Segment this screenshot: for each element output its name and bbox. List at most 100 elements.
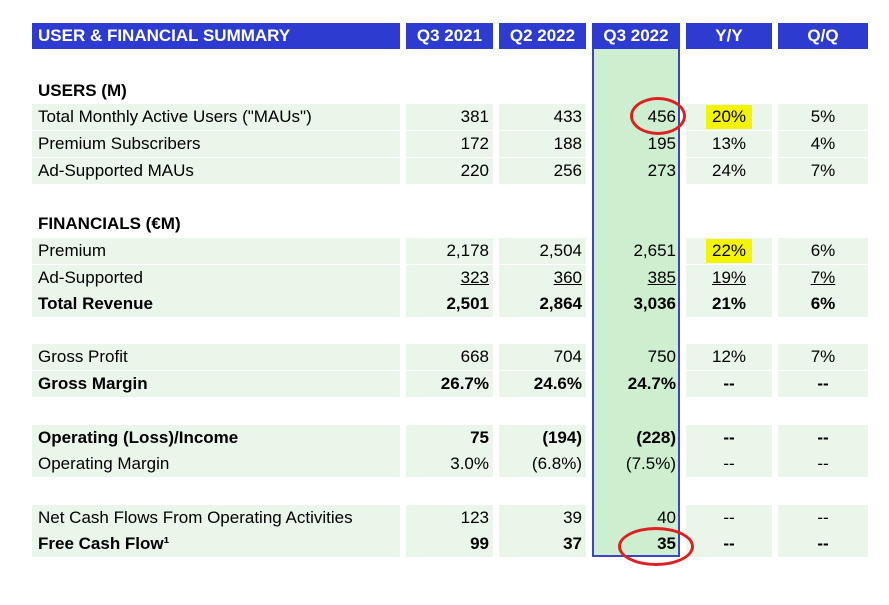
- cell-value: 12%: [686, 344, 772, 370]
- cell-wrap: 385: [592, 265, 680, 291]
- col-header-yy: Y/Y: [686, 23, 772, 49]
- cell-value: --: [778, 425, 868, 451]
- cell-value: 273: [647, 161, 676, 180]
- cell-wrap: 19%: [686, 265, 772, 291]
- cell-value: 21%: [686, 291, 772, 317]
- row-label: Ad-Supported: [32, 265, 400, 291]
- red-circle-annotation: [630, 97, 686, 135]
- cell-value: --: [778, 531, 868, 557]
- cell-value: (6.8%): [499, 451, 586, 477]
- cell-value: --: [778, 451, 868, 477]
- cell-value: 323: [460, 268, 489, 287]
- cell-value: 24%: [686, 158, 772, 184]
- cell-value: 385: [647, 268, 676, 287]
- cell-value: 668: [406, 344, 493, 370]
- cell-value: 2,501: [406, 291, 493, 317]
- cell-wrap: 7%: [778, 265, 868, 291]
- row-label: Free Cash Flow¹: [32, 531, 400, 557]
- cell-value: --: [686, 505, 772, 531]
- cell-value: 3.0%: [406, 451, 493, 477]
- table-title: USER & FINANCIAL SUMMARY: [32, 23, 400, 49]
- cell-value: --: [686, 425, 772, 451]
- red-circle-annotation: [618, 527, 694, 566]
- col-header-qq: Q/Q: [778, 23, 868, 49]
- row-label: Premium: [32, 238, 400, 264]
- cell-value: 24.6%: [499, 371, 586, 397]
- table-row: Free Cash Flow¹ 99 37 35 -- --: [32, 531, 868, 557]
- cell-value: 13%: [686, 131, 772, 157]
- cell-value: 7%: [810, 268, 836, 287]
- cell-value: 381: [406, 104, 493, 130]
- cell-value: 2,864: [499, 291, 586, 317]
- cell-value: 172: [406, 131, 493, 157]
- cell-value: 220: [406, 158, 493, 184]
- cell-value: --: [686, 451, 772, 477]
- cell-value: (7.5%): [625, 454, 676, 473]
- row-label: Premium Subscribers: [32, 131, 400, 157]
- cell-wrap: 323: [406, 265, 493, 291]
- row-label: Operating (Loss)/Income: [32, 425, 400, 451]
- cell-value: (228): [636, 428, 676, 447]
- row-label: Net Cash Flows From Operating Activities: [32, 505, 400, 531]
- cell-value-yy: 20%: [686, 104, 772, 130]
- cell-value: 750: [647, 347, 676, 366]
- row-label: Gross Margin: [32, 371, 400, 397]
- cell-value: 188: [499, 131, 586, 157]
- row-label: Total Revenue: [32, 291, 400, 317]
- cell-value: 2,178: [406, 238, 493, 264]
- cell-wrap: 360: [499, 265, 586, 291]
- row-label: Total Monthly Active Users ("MAUs"): [32, 104, 400, 130]
- cell-value: 433: [499, 104, 586, 130]
- cell-value: 123: [406, 505, 493, 531]
- cell-value: 2,651: [633, 241, 676, 260]
- cell-value: 24.7%: [627, 374, 676, 393]
- table-row: Operating Margin 3.0% (6.8%) (7.5%) -- -…: [32, 451, 868, 477]
- cell-value: 4%: [778, 131, 868, 157]
- cell-value: 5%: [778, 104, 868, 130]
- cell-value: 6%: [778, 238, 868, 264]
- section-title: FINANCIALS (€M): [38, 214, 181, 233]
- row-label: Gross Profit: [32, 344, 400, 370]
- table-row: Operating (Loss)/Income 75 (194) (228) -…: [32, 425, 868, 451]
- cell-value: --: [686, 531, 772, 557]
- cell-value: 195: [647, 134, 676, 153]
- cell-value: 3,036: [633, 294, 676, 313]
- cell-value: 40: [657, 508, 676, 527]
- table-row: Premium 2,178 2,504 2,651 22% 6%: [32, 238, 868, 264]
- table-row: Net Cash Flows From Operating Activities…: [32, 505, 868, 531]
- cell-value: --: [778, 371, 868, 397]
- table-row: Gross Profit 668 704 750 12% 7%: [32, 344, 868, 370]
- row-label: Operating Margin: [32, 451, 400, 477]
- cell-value-yy: 22%: [686, 238, 772, 264]
- cell-value: 6%: [778, 291, 868, 317]
- col-header-q2-2022: Q2 2022: [499, 23, 586, 49]
- highlighted-value: 20%: [705, 105, 753, 129]
- section-users: USERS (M): [32, 78, 868, 104]
- table-row: Total Revenue 2,501 2,864 3,036 21% 6%: [32, 291, 868, 317]
- cell-value: 704: [499, 344, 586, 370]
- cell-value: 2,504: [499, 238, 586, 264]
- cell-value: 39: [499, 505, 586, 531]
- col-header-q3-2021: Q3 2021: [406, 23, 493, 49]
- cell-value: --: [778, 505, 868, 531]
- cell-value: 7%: [778, 158, 868, 184]
- cell-value: --: [686, 371, 772, 397]
- cell-value: 26.7%: [406, 371, 493, 397]
- section-financials: FINANCIALS (€M): [32, 211, 868, 237]
- cell-value: 37: [499, 531, 586, 557]
- table-row: Ad-Supported MAUs 220 256 273 24% 7%: [32, 158, 868, 184]
- table-row: Total Monthly Active Users ("MAUs") 381 …: [32, 104, 868, 130]
- col-header-q3-2022: Q3 2022: [592, 23, 680, 49]
- cell-value: 75: [406, 425, 493, 451]
- row-label: Ad-Supported MAUs: [32, 158, 400, 184]
- cell-value: 256: [499, 158, 586, 184]
- cell-value: 99: [406, 531, 493, 557]
- section-title: USERS (M): [38, 81, 127, 100]
- table-row: Ad-Supported 323 360 385 19% 7%: [32, 265, 868, 291]
- cell-value: 360: [553, 268, 582, 287]
- cell-value: 7%: [778, 344, 868, 370]
- highlighted-value: 22%: [705, 239, 753, 263]
- cell-value: (194): [499, 425, 586, 451]
- cell-value: 19%: [711, 268, 747, 287]
- table-row: Premium Subscribers 172 188 195 13% 4%: [32, 131, 868, 157]
